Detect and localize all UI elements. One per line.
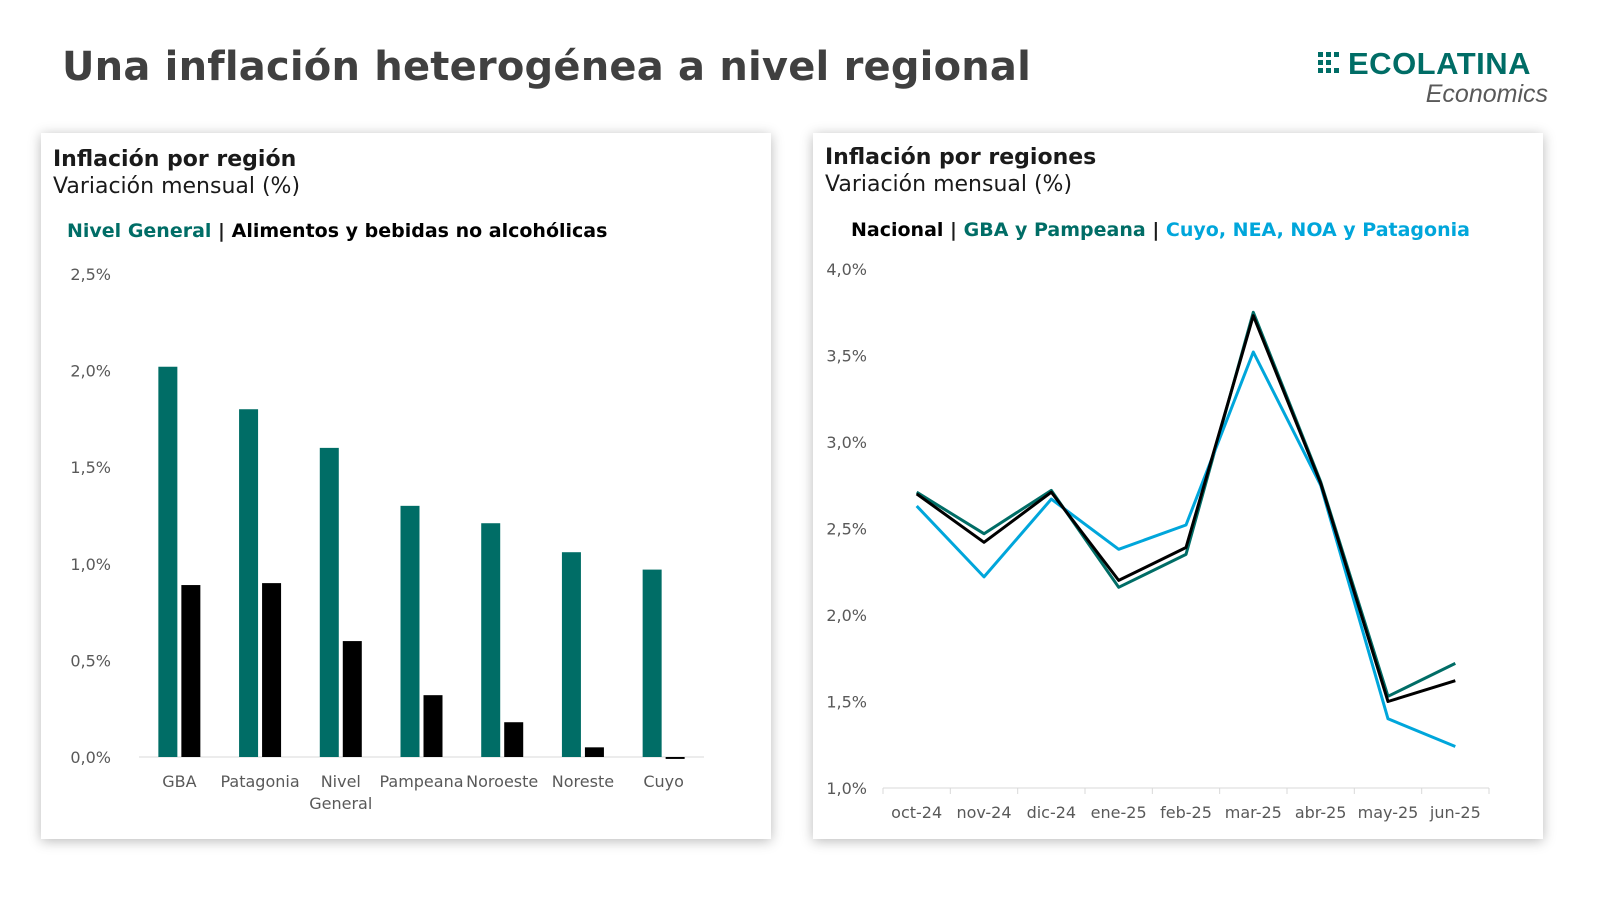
line-chart-title: Inflación por regiones [825,145,1097,170]
logo-grid-icon [1318,52,1340,74]
bar-chart-title: Inflación por región [53,147,297,172]
y-tick-label: 2,5% [826,520,867,539]
series-line-gba-pampeana [915,310,1456,698]
y-tick-label: 2,5% [70,265,111,284]
y-tick-label: 1,5% [70,458,111,477]
y-tick-label: 3,5% [826,347,867,366]
bar-chart-subtitle: Variación mensual (%) [53,174,301,199]
y-tick-label: 0,0% [70,748,111,767]
bar-alimentos [504,722,524,757]
x-tick-label: abr-25 [1295,803,1347,822]
x-tick-label: may-25 [1358,803,1419,822]
bar-chart: 0,0% 0,5% 1,0% 1,5% 2,0% 2,5% GBA Patagonia Nive… [70,265,704,813]
x-tick-label: dic-24 [1027,803,1077,822]
legend-item-alimentos: Alimentos y bebidas no alcohólicas [231,220,608,242]
x-tick-label: nov-24 [956,803,1011,822]
x-tick-label: feb-25 [1160,803,1212,822]
bar-nivel-general [642,569,662,757]
x-tick-label: jun-25 [1429,803,1481,822]
x-tick-label-line: Pampeana [379,772,463,791]
legend-separator: | [950,219,957,241]
bar-nivel-general [239,409,259,757]
line-chart-subtitle: Variación mensual (%) [825,172,1073,197]
line-chart: 1,0% 1,5% 2,0% 2,5% 3,0% 3,5% 4,0% oct-24 nov-24… [826,260,1490,822]
bar-alimentos [584,747,604,757]
y-tick-label: 2,0% [826,606,867,625]
x-tick-label-line: Patagonia [220,772,299,791]
x-tick-label: Patagonia [220,772,299,791]
x-tick-label: oct-24 [891,803,942,822]
line-chart-card: Inflación por regiones Variación mensual… [813,133,1543,839]
x-tick-label: GBA [162,772,196,791]
y-tick-label: 1,0% [70,555,111,574]
x-tick-label-line: GBA [162,772,196,791]
bar-chart-card: Inflación por región Variación mensual (… [41,133,771,839]
bar-nivel-general [319,447,339,757]
legend-separator: | [1152,219,1160,241]
ecolatina-logo: ECOLATINA Economics [1318,46,1548,108]
legend-item-nivel-general: Nivel General [67,220,212,242]
series-line-nacional [915,314,1456,703]
bar-alimentos [342,641,362,757]
x-tick-label-line: Noreste [552,772,614,791]
x-tick-label-line: Cuyo [643,772,684,791]
x-tick-label-line: Nivel [321,772,361,791]
logo-subtitle: Economics [1425,80,1548,108]
bar-nivel-general [481,523,501,757]
y-tick-label: 4,0% [826,260,867,279]
x-tick-label: Cuyo [643,772,684,791]
x-tick-label: mar-25 [1225,803,1282,822]
bar-alimentos [665,757,685,759]
bar-alimentos [423,695,443,757]
bar-nivel-general [158,366,178,757]
x-tick-label-line: Noroeste [466,772,538,791]
bar-chart-legend: Nivel General | Alimentos y bebidas no a… [67,220,607,242]
y-tick-label: 0,5% [70,651,111,670]
legend-item-gba-pampeana: GBA y Pampeana [963,219,1146,241]
y-tick-label: 1,5% [826,693,867,712]
legend-separator: | [218,220,225,242]
bar-alimentos [262,583,282,757]
x-tick-label-line: General [309,794,372,813]
y-tick-label: 3,0% [826,433,867,452]
y-tick-label: 2,0% [70,362,111,381]
x-tick-label: Nivel General [309,772,372,813]
x-tick-label: ene-25 [1091,803,1147,822]
line-chart-legend: Nacional | GBA y Pampeana | Cuyo, NEA, N… [851,219,1470,241]
x-tick-label: Pampeana [379,772,463,791]
bar-nivel-general [561,552,581,757]
legend-item-nacional: Nacional [851,219,944,241]
legend-item-cuyo-nea-noa-patagonia: Cuyo, NEA, NOA y Patagonia [1165,219,1470,241]
bar-alimentos [181,585,201,757]
x-tick-label: Noroeste [466,772,538,791]
x-tick-label: Noreste [552,772,614,791]
logo-name: ECOLATINA [1348,46,1532,81]
y-tick-label: 1,0% [826,779,867,798]
page-title: Una inflación heterogénea a nivel region… [62,44,1032,90]
series-line-cuyo-nea-noa-patagonia [915,350,1456,748]
bar-nivel-general [400,505,420,757]
